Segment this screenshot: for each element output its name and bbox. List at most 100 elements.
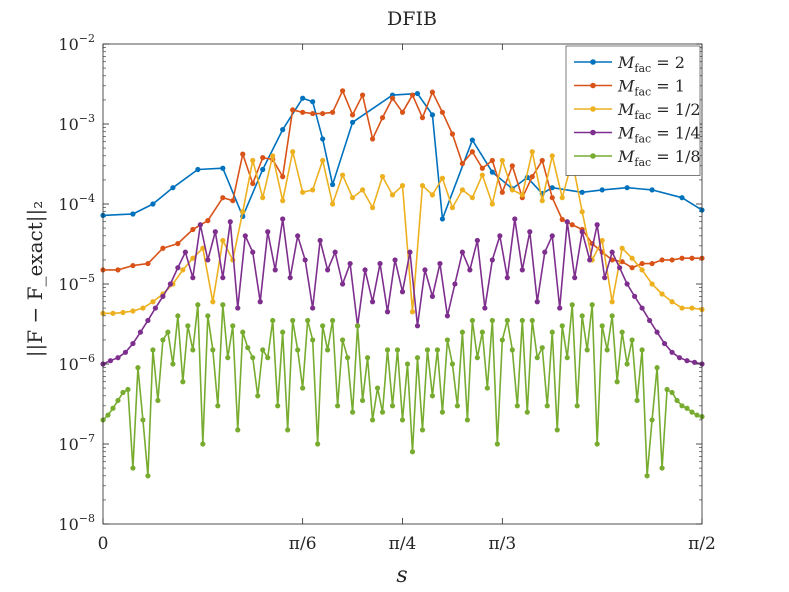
data-point bbox=[661, 340, 668, 347]
data-point bbox=[564, 219, 570, 225]
data-point bbox=[649, 260, 655, 267]
data-point bbox=[539, 345, 545, 351]
data-point bbox=[369, 299, 376, 305]
data-point bbox=[212, 229, 218, 235]
data-point bbox=[190, 347, 196, 353]
data-point bbox=[362, 267, 368, 273]
data-point bbox=[310, 110, 316, 117]
data-point bbox=[200, 441, 206, 447]
data-point bbox=[479, 165, 485, 171]
data-point bbox=[330, 181, 336, 188]
data-point bbox=[190, 226, 196, 233]
data-point bbox=[659, 465, 665, 471]
data-point bbox=[107, 358, 114, 364]
data-point bbox=[180, 379, 186, 385]
data-point bbox=[369, 205, 376, 211]
data-point bbox=[364, 355, 371, 361]
data-point bbox=[270, 153, 276, 159]
data-point bbox=[320, 110, 326, 117]
legend-item: Mfac = 1/8 bbox=[574, 147, 701, 169]
data-point bbox=[310, 187, 316, 193]
data-point bbox=[210, 299, 216, 305]
data-point bbox=[599, 187, 605, 193]
data-point bbox=[280, 127, 286, 133]
x-tick-label: π/4 bbox=[389, 534, 417, 554]
data-point bbox=[429, 393, 436, 399]
data-point bbox=[235, 427, 241, 433]
x-tick-label: 0 bbox=[98, 534, 109, 554]
data-point bbox=[302, 257, 308, 263]
data-point bbox=[444, 313, 451, 319]
data-point bbox=[602, 275, 608, 281]
series-line bbox=[102, 92, 703, 220]
data-point bbox=[529, 317, 535, 324]
data-point bbox=[130, 262, 136, 269]
data-point bbox=[669, 389, 675, 396]
data-point bbox=[339, 172, 346, 178]
data-point bbox=[369, 136, 376, 142]
data-point bbox=[404, 361, 411, 367]
data-point bbox=[344, 355, 351, 361]
data-point bbox=[200, 245, 206, 251]
data-point bbox=[180, 267, 186, 273]
data-point bbox=[474, 237, 480, 244]
y-tick-label: 10−5 bbox=[58, 272, 95, 294]
data-point bbox=[467, 267, 473, 273]
data-point bbox=[339, 281, 346, 287]
legend-swatch-marker bbox=[590, 153, 596, 159]
data-point bbox=[579, 313, 585, 319]
data-point bbox=[320, 157, 326, 164]
data-point bbox=[120, 389, 126, 396]
data-point bbox=[674, 397, 680, 404]
data-point bbox=[260, 155, 266, 161]
data-point bbox=[459, 329, 466, 335]
data-point bbox=[639, 347, 645, 353]
data-point bbox=[559, 323, 565, 329]
data-point bbox=[220, 195, 226, 201]
data-point bbox=[137, 329, 144, 335]
data-point bbox=[389, 192, 396, 198]
legend-label: Mfac = 1 bbox=[617, 77, 685, 99]
data-point bbox=[122, 349, 129, 355]
data-point bbox=[155, 397, 161, 404]
data-point bbox=[509, 163, 515, 169]
data-point bbox=[564, 355, 570, 361]
data-point bbox=[504, 317, 510, 324]
data-point bbox=[389, 95, 396, 101]
data-point bbox=[300, 385, 306, 391]
data-point bbox=[639, 267, 645, 273]
data-point bbox=[634, 397, 640, 404]
data-point bbox=[257, 299, 263, 305]
data-point bbox=[469, 195, 475, 201]
series-3 bbox=[100, 149, 705, 316]
data-point bbox=[499, 337, 505, 343]
legend-item: Mfac = 2 bbox=[574, 53, 685, 75]
data-point bbox=[399, 289, 406, 295]
data-point bbox=[539, 198, 545, 204]
data-point bbox=[275, 403, 281, 409]
data-point bbox=[349, 119, 356, 125]
data-point bbox=[449, 205, 456, 211]
data-point bbox=[150, 201, 156, 207]
data-point bbox=[619, 245, 625, 251]
data-point bbox=[479, 329, 485, 335]
data-point bbox=[689, 305, 695, 311]
data-point bbox=[574, 403, 580, 409]
data-point bbox=[676, 355, 683, 361]
data-point bbox=[175, 313, 181, 319]
data-point bbox=[529, 174, 535, 180]
series-5 bbox=[100, 302, 705, 479]
data-point bbox=[130, 211, 136, 217]
data-point bbox=[325, 347, 331, 353]
data-point bbox=[424, 347, 431, 353]
data-point bbox=[654, 329, 660, 335]
data-point bbox=[349, 195, 356, 201]
legend-item: Mfac = 1/4 bbox=[574, 124, 701, 146]
data-point bbox=[691, 359, 698, 365]
data-point bbox=[240, 151, 246, 157]
data-point bbox=[160, 245, 166, 251]
data-point bbox=[354, 323, 361, 329]
data-point bbox=[250, 180, 256, 187]
data-point bbox=[300, 189, 306, 195]
data-point bbox=[694, 412, 700, 418]
